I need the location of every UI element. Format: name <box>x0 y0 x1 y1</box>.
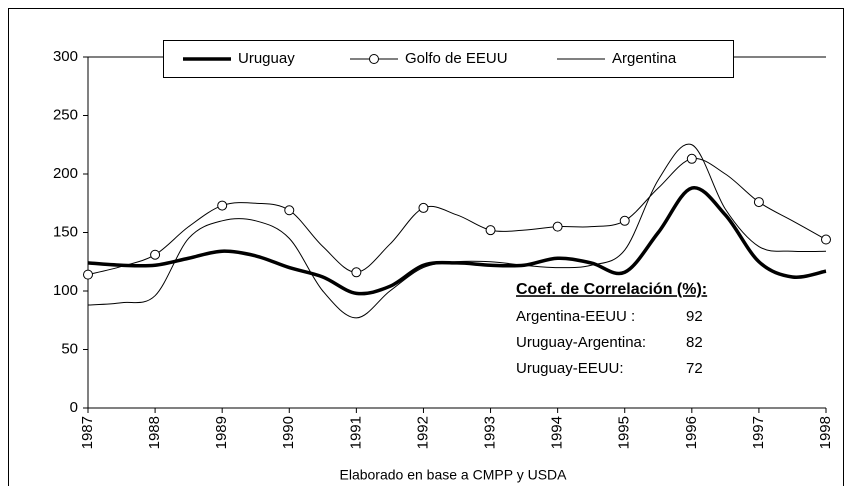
correlation-value: 82 <box>686 334 703 351</box>
y-tick-label: 300 <box>53 48 78 65</box>
series-marker <box>418 202 429 213</box>
series-marker <box>619 215 630 226</box>
x-tick-label: 1990 <box>280 416 297 449</box>
y-tick-label: 100 <box>53 282 78 299</box>
series-marker <box>753 197 764 208</box>
x-tick-label: 1988 <box>146 416 163 449</box>
series-marker <box>217 200 228 211</box>
correlation-label: Uruguay-EEUU: <box>516 360 624 377</box>
footnote: Elaborado en base a CMPP y USDA <box>340 467 568 483</box>
series-marker <box>284 205 295 216</box>
correlation-value: 72 <box>686 360 703 377</box>
series-marker <box>821 234 831 245</box>
legend-label: Uruguay <box>238 50 295 67</box>
x-tick-label: 1995 <box>616 416 633 449</box>
correlation-title: Coef. de Correlación (%): <box>516 281 707 298</box>
series-line <box>87 186 827 296</box>
x-tick-label: 1994 <box>549 416 566 449</box>
x-tick-label: 1993 <box>482 416 499 449</box>
x-tick-label: 1991 <box>347 416 364 449</box>
y-tick-label: 200 <box>53 165 78 182</box>
x-tick-label: 1989 <box>213 416 230 449</box>
series-marker <box>686 153 697 164</box>
correlation-value: 92 <box>686 308 703 325</box>
correlation-label: Uruguay-Argentina: <box>516 334 646 351</box>
y-tick-label: 50 <box>61 340 78 357</box>
series-line <box>87 157 827 276</box>
x-tick-label: 1996 <box>683 416 700 449</box>
x-tick-label: 1997 <box>750 416 767 449</box>
y-tick-label: 0 <box>70 399 78 416</box>
series-marker <box>351 267 362 278</box>
legend-label: Golfo de EEUU <box>405 50 508 67</box>
correlation-label: Argentina-EEUU : <box>516 308 635 325</box>
series-marker <box>83 269 93 280</box>
x-tick-label: 1992 <box>414 416 431 449</box>
legend-label: Argentina <box>612 50 677 67</box>
legend-box <box>163 40 734 78</box>
legend-marker <box>369 54 379 64</box>
x-tick-label: 1998 <box>817 416 834 449</box>
series-marker <box>552 221 563 232</box>
chart-frame <box>8 8 844 486</box>
y-tick-label: 250 <box>53 106 78 123</box>
series-marker <box>150 249 161 260</box>
series-line <box>87 143 827 319</box>
x-tick-label: 1987 <box>79 416 96 449</box>
series-marker <box>485 225 496 236</box>
y-tick-label: 150 <box>53 223 78 240</box>
